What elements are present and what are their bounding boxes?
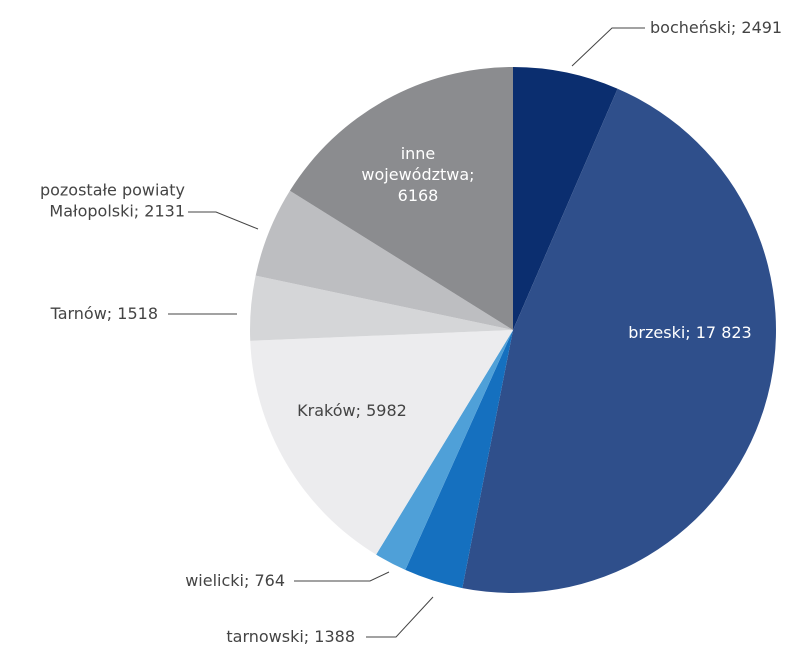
slice	[289, 67, 513, 330]
label-line: bocheński; 2491	[650, 18, 782, 37]
label-line: Kraków; 5982	[297, 401, 407, 420]
label-line: wielicki; 764	[185, 571, 285, 590]
slice	[255, 190, 513, 330]
slice	[513, 67, 618, 330]
data-label: wielicki; 764	[185, 571, 285, 590]
data-label: pozostałe powiaty Małopolski; 2131	[40, 180, 185, 220]
data-label: tarnowski; 1388	[226, 627, 355, 646]
slice	[376, 330, 513, 570]
leader-line	[294, 571, 390, 582]
label-line: województwa;	[361, 165, 474, 184]
data-label: inne województwa; 6168	[361, 144, 474, 205]
slice	[250, 330, 513, 555]
leader-line	[571, 27, 645, 67]
labels: bocheński; 2491 brzeski; 17 823 tarnowski;…	[40, 18, 782, 646]
slice	[405, 330, 513, 589]
slice	[462, 88, 776, 594]
pie	[250, 67, 776, 594]
label-line: 6168	[398, 186, 439, 205]
label-line: brzeski; 17 823	[628, 323, 751, 342]
slice	[250, 275, 514, 341]
data-label: Kraków; 5982	[297, 401, 407, 420]
data-label: brzeski; 17 823	[628, 323, 751, 342]
label-line: pozostałe powiaty	[40, 180, 185, 199]
data-label: Tarnów; 1518	[50, 304, 158, 323]
leader-line	[188, 211, 259, 230]
label-line: tarnowski; 1388	[226, 627, 355, 646]
label-line: Małopolski; 2131	[49, 201, 185, 220]
label-line: inne	[401, 144, 436, 163]
data-label: bocheński; 2491	[650, 18, 782, 37]
leader-line	[366, 596, 434, 638]
label-line: Tarnów; 1518	[50, 304, 158, 323]
